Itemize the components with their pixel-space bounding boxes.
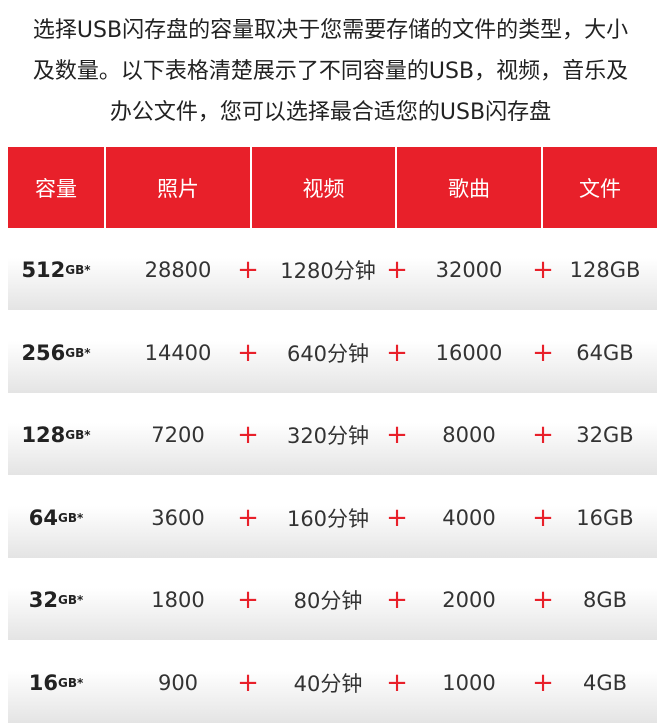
plus-icon: + [532,502,554,533]
table-row: 256 GB * 14400 + 640分钟 + 16000 + 64GB [8,312,657,393]
header-files: 文件 [543,147,657,228]
table-row: 128 GB * 7200 + 320分钟 + 8000 + 32GB [8,395,657,475]
plus-icon: + [532,255,554,285]
asterisk: * [76,510,84,525]
header-capacity: 容量 [8,147,104,228]
plus-icon: + [532,420,554,450]
songs-cell: 1000 [442,670,496,695]
plus-icon: + [237,667,259,698]
plus-icon: + [386,255,408,285]
photos-cell: 14400 [144,340,212,365]
capacity-value: 256 [21,340,66,365]
intro-text: 选择USB闪存盘的容量取决于您需要存储的文件的类型，大小 及数量。以下表格清楚展… [0,10,661,133]
capacity-cell: 64 GB * [8,478,104,558]
capacity-cell: 256 GB * [8,313,104,393]
songs-cell: 32000 [435,258,503,282]
songs-cell: 4000 [442,505,496,530]
table-row: 32 GB * 1800 + 80分钟 + 2000 + 8GB [8,560,657,640]
video-cell: 320分钟 [286,424,370,448]
capacity-value: 128 [21,423,66,447]
table-row: 512 GB * 28800 + 1280分钟 + 32000 + 128GB [8,230,657,310]
asterisk: * [76,675,84,690]
capacity-unit: GB [65,428,85,442]
intro-line: 及数量。以下表格清楚展示了不同容量的USB，视频，音乐及 [32,59,629,84]
capacity-unit: GB [65,345,85,360]
header-songs: 歌曲 [397,147,541,228]
capacity-unit: GB [57,593,77,607]
songs-cell: 2000 [442,588,496,612]
capacity-unit: GB [57,675,77,690]
table-row: 64 GB * 3600 + 160分钟 + 4000 + 16GB [8,477,657,558]
photos-cell: 1800 [151,588,205,612]
capacity-unit: GB [57,510,77,525]
header-video: 视频 [252,147,395,228]
video-cell: 1280分钟 [280,259,376,283]
plus-icon: + [386,337,408,368]
video-cell: 160分钟 [286,506,370,531]
capacity-cell: 16 GB * [8,643,104,723]
asterisk: * [76,593,84,607]
songs-cell: 16000 [435,340,503,365]
header-photos: 照片 [106,147,250,228]
plus-icon: + [386,585,408,615]
capacity-unit: GB [65,263,85,277]
photos-cell: 28800 [144,258,212,282]
files-cell: 8GB [582,588,628,612]
asterisk: * [84,428,91,442]
files-cell: 64GB [576,340,634,365]
capacity-cell: 512 GB * [8,230,104,310]
plus-icon: + [386,502,408,533]
capacity-value: 16 [28,670,58,695]
photos-cell: 3600 [151,505,205,530]
intro-line: 选择USB闪存盘的容量取决于您需要存储的文件的类型，大小 [32,18,629,43]
photos-cell: 7200 [151,423,205,447]
table-row: 16 GB * 900 + 40分钟 + 1000 + 4GB [8,642,657,723]
asterisk: * [84,263,91,277]
video-cell: 80分钟 [293,589,363,613]
intro-line: 办公文件，您可以选择最合适您的USB闪存盘 [109,100,552,125]
asterisk: * [84,345,91,360]
capacity-value: 512 [21,258,66,282]
plus-icon: + [237,502,259,533]
plus-icon: + [532,585,554,615]
files-cell: 16GB [576,505,634,530]
plus-icon: + [237,337,259,368]
video-cell: 40分钟 [293,671,363,696]
photos-cell: 900 [157,670,199,695]
plus-icon: + [532,667,554,698]
capacity-value: 32 [28,588,58,612]
files-cell: 128GB [569,258,641,282]
video-cell: 640分钟 [286,341,370,366]
songs-cell: 8000 [442,423,496,447]
capacity-value: 64 [28,505,58,530]
plus-icon: + [386,667,408,698]
plus-icon: + [237,585,259,615]
files-cell: 32GB [576,423,634,447]
capacity-cell: 128 GB * [8,395,104,475]
capacity-cell: 32 GB * [8,560,104,640]
plus-icon: + [237,255,259,285]
plus-icon: + [386,420,408,450]
plus-icon: + [532,337,554,368]
files-cell: 4GB [582,670,628,695]
plus-icon: + [237,420,259,450]
